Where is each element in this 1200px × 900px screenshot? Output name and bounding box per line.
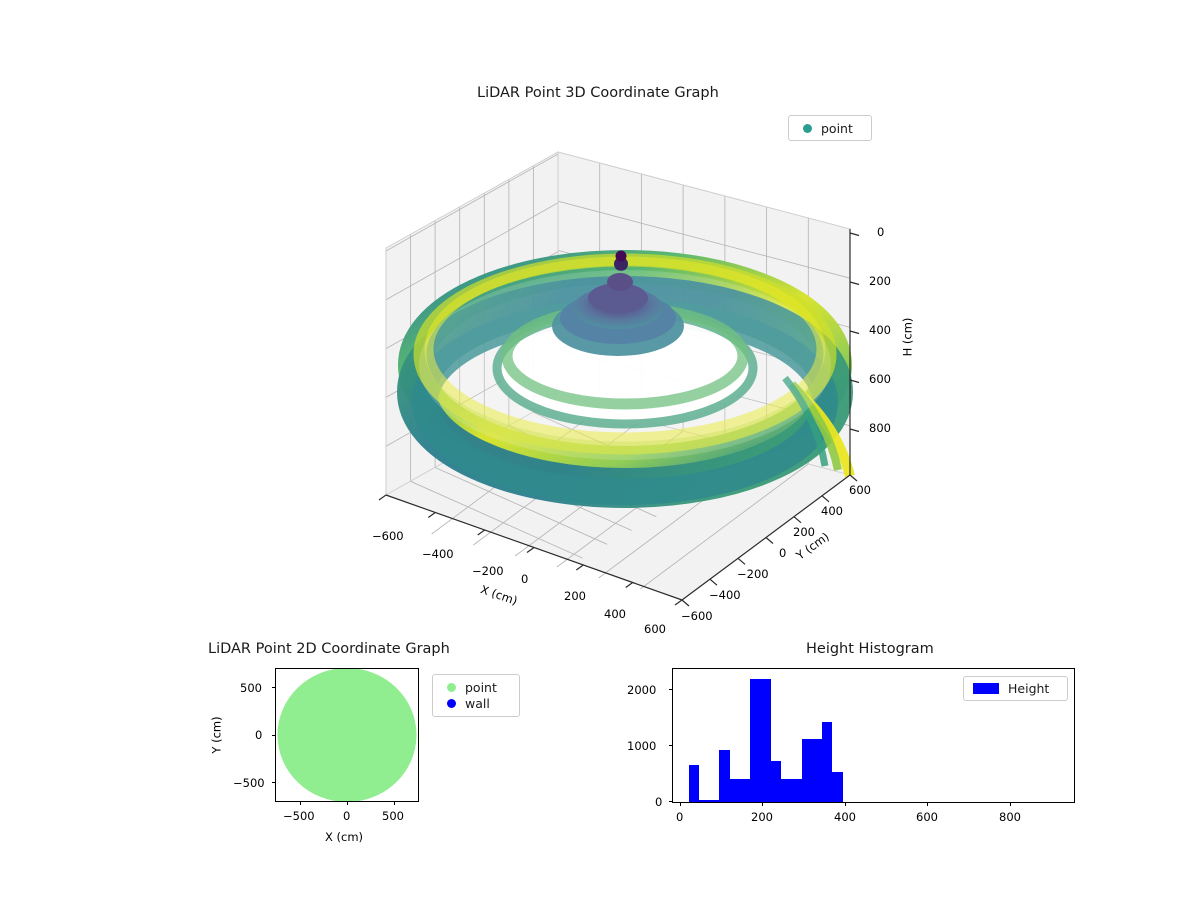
histogram-bar bbox=[698, 800, 710, 802]
plot3d-canvas bbox=[378, 151, 860, 607]
plot2d-axes[interactable] bbox=[275, 668, 419, 802]
histogram-bar bbox=[709, 800, 720, 802]
plot3d-y-tick-2: −200 bbox=[737, 567, 769, 581]
plot3d-legend-label-0: point bbox=[821, 120, 853, 136]
histogram-ytick-mark-2 bbox=[668, 689, 672, 691]
histogram-bar bbox=[811, 739, 823, 802]
point-marker-icon bbox=[447, 682, 456, 692]
plot3d-y-tick-5: 400 bbox=[821, 504, 843, 518]
histogram-y-tick-1: 1000 bbox=[627, 739, 657, 753]
plot3d-z-tick-1: 200 bbox=[869, 274, 891, 288]
histogram-xtick-mark-4 bbox=[1009, 803, 1011, 807]
plot3d-title: LiDAR Point 3D Coordinate Graph bbox=[477, 85, 719, 101]
histogram-legend-item-height[interactable]: Height bbox=[971, 681, 1060, 696]
histogram-x-tick-4: 800 bbox=[999, 810, 1021, 824]
plot2d-x-tick-2: 500 bbox=[382, 809, 404, 823]
plot2d-legend-item-wall[interactable]: wall bbox=[440, 696, 512, 713]
histogram-ytick-mark-1 bbox=[668, 745, 672, 747]
histogram-y-tick-0: 0 bbox=[655, 795, 663, 809]
plot3d-y-tick-1: −400 bbox=[709, 588, 741, 602]
plot3d-z-axis-label: H (cm) bbox=[900, 317, 915, 357]
plot3d-axes[interactable] bbox=[330, 130, 890, 630]
histogram-x-tick-0: 0 bbox=[676, 810, 684, 824]
histogram-bar bbox=[688, 764, 699, 802]
histogram-bar bbox=[719, 750, 730, 802]
plot2d-y-tick-0: 500 bbox=[240, 681, 262, 695]
plot3d-x-tick-1: −400 bbox=[422, 547, 454, 561]
plot2d-legend-item-point[interactable]: point bbox=[440, 679, 512, 696]
point-marker-icon bbox=[803, 123, 812, 133]
plot2d-y-tick-2: −500 bbox=[233, 776, 265, 790]
wall-marker-icon bbox=[447, 699, 456, 709]
plot2d-ytick-mark-1 bbox=[271, 734, 275, 736]
plot2d-y-tick-1: 0 bbox=[255, 728, 263, 742]
histogram-title: Height Histogram bbox=[806, 641, 934, 657]
plot2d-xtick-mark-0 bbox=[300, 802, 302, 806]
histogram-bar bbox=[729, 778, 740, 802]
histogram-bar bbox=[739, 778, 751, 802]
plot2d-x-axis-label: X (cm) bbox=[325, 830, 364, 844]
plot2d-legend-label-1: wall bbox=[465, 696, 490, 712]
plot2d-ytick-mark-0 bbox=[271, 687, 275, 689]
histogram-bar bbox=[760, 679, 771, 802]
plot3d-x-tick-0: −600 bbox=[372, 529, 404, 543]
plot3d-z-tick-4: 800 bbox=[869, 421, 891, 435]
plot3d-x-tick-2: −200 bbox=[472, 564, 504, 578]
plot2d-legend[interactable]: point wall bbox=[432, 674, 520, 717]
plot3d-y-tick-3: 0 bbox=[779, 546, 787, 560]
plot3d-z-ticks bbox=[849, 232, 860, 433]
plot2d-xtick-mark-1 bbox=[347, 802, 349, 806]
plot3d-legend-item-point[interactable]: point bbox=[796, 120, 864, 136]
histogram-bar bbox=[791, 778, 802, 802]
histogram-xtick-mark-1 bbox=[762, 803, 764, 807]
plot3d-z-tick-2: 400 bbox=[869, 323, 891, 337]
histogram-bar bbox=[801, 739, 812, 802]
histogram-xtick-mark-0 bbox=[679, 803, 681, 807]
histogram-xtick-mark-3 bbox=[927, 803, 929, 807]
histogram-x-tick-1: 200 bbox=[751, 810, 773, 824]
plot3d-y-tick-4: 200 bbox=[793, 525, 815, 539]
histogram-legend[interactable]: Height bbox=[963, 676, 1068, 701]
plot2d-point-disc bbox=[277, 669, 417, 801]
plot2d-x-tick-0: −500 bbox=[283, 809, 315, 823]
histogram-bar bbox=[750, 679, 761, 802]
plot3d-x-tick-6: 600 bbox=[644, 622, 666, 636]
plot3d-x-tick-5: 400 bbox=[604, 607, 626, 621]
plot3d-z-tick-0: 0 bbox=[877, 225, 885, 239]
plot3d-y-tick-6: 600 bbox=[849, 483, 871, 497]
plot2d-ytick-mark-2 bbox=[271, 782, 275, 784]
histogram-y-tick-2: 2000 bbox=[627, 683, 657, 697]
plot3d-x-ticks bbox=[378, 494, 683, 606]
plot3d-x-tick-3: 0 bbox=[521, 572, 529, 586]
histogram-x-tick-3: 600 bbox=[916, 810, 938, 824]
plot3d-z-tick-3: 600 bbox=[869, 372, 891, 386]
plot2d-legend-label-0: point bbox=[465, 679, 497, 695]
height-patch-icon bbox=[973, 683, 999, 694]
histogram-x-tick-2: 400 bbox=[834, 810, 856, 824]
histogram-bar bbox=[770, 761, 782, 802]
plot2d-x-tick-1: 0 bbox=[343, 809, 351, 823]
plot3d-legend[interactable]: point bbox=[788, 115, 872, 141]
plot2d-title: LiDAR Point 2D Coordinate Graph bbox=[208, 641, 450, 657]
plot2d-xtick-mark-2 bbox=[394, 802, 396, 806]
histogram-legend-label-0: Height bbox=[1008, 681, 1050, 696]
plot3d-x-tick-4: 200 bbox=[564, 589, 586, 603]
histogram-xtick-mark-2 bbox=[844, 803, 846, 807]
histogram-bar bbox=[832, 771, 843, 802]
histogram-bar bbox=[781, 778, 792, 802]
histogram-ytick-mark-0 bbox=[668, 801, 672, 803]
plot2d-y-axis-label: Y (cm) bbox=[209, 716, 224, 754]
plot3d-point-cloud bbox=[397, 250, 855, 508]
plot3d-y-tick-0: −600 bbox=[681, 609, 713, 623]
plot3d-y-ticks bbox=[681, 474, 858, 607]
histogram-bar bbox=[822, 721, 833, 802]
